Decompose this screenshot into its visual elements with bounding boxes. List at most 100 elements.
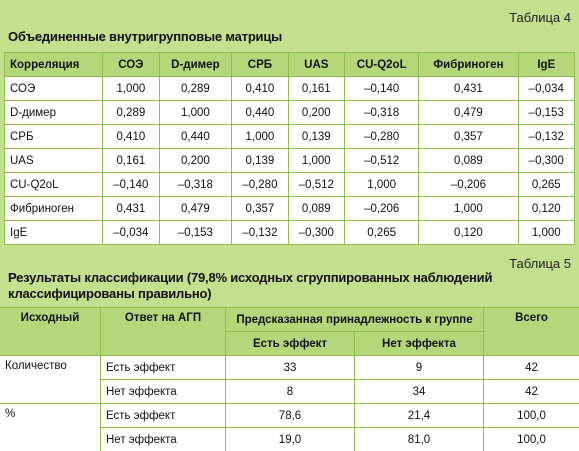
table-cell: 1,000 <box>344 172 420 197</box>
table-cell: 0,139 <box>231 148 289 173</box>
header-cell: Корреляция <box>3 52 104 77</box>
table-cell: –0,512 <box>287 172 346 197</box>
table-cell: 0,200 <box>287 100 346 125</box>
table-cell: 0,431 <box>102 196 160 221</box>
table-cell: 0,161 <box>287 76 346 101</box>
table-caption: Таблица 4 <box>509 10 571 25</box>
header-cell: СРБ <box>231 52 289 77</box>
correlation-table: Корреляция СОЭ D-димер СРБ UAS CU-Q2oL Фибрино… <box>3 52 576 245</box>
table-cell: 0,265 <box>517 172 576 197</box>
table-cell: –0,153 <box>158 220 233 245</box>
table-row: IgE –0,034 –0,153 –0,132 –0,300 0,265 0,120 1,0… <box>3 220 576 245</box>
table-cell: СОЭ <box>3 76 104 101</box>
header-row: Исходный Ответ на АГП Предсказанная принад… <box>0 307 579 356</box>
table-cell: 1,000 <box>418 196 519 221</box>
header-row: Есть эффект Нет эффекта <box>0 331 579 356</box>
table-cell: 100,0 <box>483 403 579 428</box>
table-cell: –0,300 <box>517 148 576 173</box>
table-cell: 1,000 <box>231 124 289 149</box>
table-cell: –0,318 <box>158 172 233 197</box>
table-cell: 0,265 <box>344 220 420 245</box>
header-cell: Предсказанная принадлежность к группе <box>225 307 484 332</box>
table-cell: 1,000 <box>158 100 233 125</box>
header-cell: Фибриноген <box>418 52 519 77</box>
header-cell: Ответ на АГП <box>100 307 226 356</box>
table-cell: CU-Q2oL <box>3 172 104 197</box>
table-cell: –0,140 <box>102 172 160 197</box>
table-row: UAS 0,161 0,200 0,139 1,000 –0,512 0,089 –0,300 <box>3 148 576 173</box>
table-row: Количество Есть эффект 33 9 42 <box>0 355 579 404</box>
table-cell: 0,200 <box>158 148 233 173</box>
table-cell: Есть эффект <box>100 403 226 428</box>
header-cell: Есть эффект <box>225 331 355 356</box>
table-cell: 42 <box>483 379 579 404</box>
table-row: СОЭ 1,000 0,289 0,410 0,161 –0,140 0,431 –0,034 <box>3 76 576 101</box>
table-cell: СРБ <box>3 124 104 149</box>
table-cell: 34 <box>354 379 484 404</box>
table-cell: –0,132 <box>231 220 289 245</box>
header-row: Корреляция СОЭ D-димер СРБ UAS CU-Q2oL Фибрино… <box>3 52 576 77</box>
table-cell: 0,289 <box>102 100 160 125</box>
table-cell: IgE <box>3 220 104 245</box>
table-cell: –0,034 <box>102 220 160 245</box>
header-cell: CU-Q2oL <box>344 52 420 77</box>
table-cell: 0,089 <box>287 196 346 221</box>
table-row: СРБ 0,410 0,440 1,000 0,139 –0,280 0,357 –0,132 <box>3 124 576 149</box>
table-row: CU-Q2oL –0,140 –0,318 –0,280 –0,512 1,000 –0,2… <box>3 172 576 197</box>
table-cell: Фибриноген <box>3 196 104 221</box>
table-cell: 0,089 <box>418 148 519 173</box>
table-cell: 21,4 <box>354 403 484 428</box>
table-cell: Нет эффекта <box>100 379 226 404</box>
table-cell: 81,0 <box>354 427 484 451</box>
table-cell: 0,289 <box>158 76 233 101</box>
header-cell: UAS <box>287 52 346 77</box>
table-cell: 1,000 <box>287 148 346 173</box>
table-cell: 0,431 <box>418 76 519 101</box>
table-cell: 19,0 <box>225 427 355 451</box>
header-cell: D-димер <box>158 52 233 77</box>
table-caption: Таблица 5 <box>509 256 571 271</box>
table-cell: 0,440 <box>231 100 289 125</box>
table-cell: –0,318 <box>344 100 420 125</box>
table-cell: –0,206 <box>344 196 420 221</box>
table-row: % Есть эффект 78,6 21,4 100,0 <box>0 403 579 451</box>
table-cell: –0,512 <box>344 148 420 173</box>
header-cell: Нет эффекта <box>354 331 484 356</box>
table-cell: –0,153 <box>517 100 576 125</box>
table-cell: 1,000 <box>517 220 576 245</box>
table-cell: 0,410 <box>231 76 289 101</box>
table-cell: 9 <box>354 355 484 380</box>
table-cell: 0,479 <box>158 196 233 221</box>
table-cell: –0,280 <box>231 172 289 197</box>
classification-table: Исходный Ответ на АГП Предсказанная принад… <box>0 307 579 451</box>
table-cell: –0,300 <box>287 220 346 245</box>
header-cell: Исходный <box>0 307 101 356</box>
table-cell: UAS <box>3 148 104 173</box>
table-cell: 0,357 <box>418 124 519 149</box>
table-cell: 0,410 <box>102 124 160 149</box>
table-cell: –0,280 <box>344 124 420 149</box>
table-cell: –0,132 <box>517 124 576 149</box>
table-cell: 0,120 <box>517 196 576 221</box>
table-title: Результаты классификации (79,8% исходных… <box>8 270 493 301</box>
table-cell: 0,139 <box>287 124 346 149</box>
table-cell: 33 <box>225 355 355 380</box>
table-cell: 78,6 <box>225 403 355 428</box>
table-cell: –0,206 <box>418 172 519 197</box>
table-cell: –0,140 <box>344 76 420 101</box>
table-row: Фибриноген 0,431 0,479 0,357 0,089 –0,206 1,00… <box>3 196 576 221</box>
header-cell: СОЭ <box>102 52 160 77</box>
table-cell: Нет эффекта <box>100 427 226 451</box>
table-title: Объединенные внутригрупповые матрицы <box>8 29 283 44</box>
table-cell: 0,161 <box>102 148 160 173</box>
table-row: Нет эффекта 8 34 42 <box>0 379 579 404</box>
table-cell: Есть эффект <box>100 355 226 380</box>
group-cell: Количество <box>0 355 101 404</box>
table-cell: D-димер <box>3 100 104 125</box>
table-cell: 0,120 <box>418 220 519 245</box>
table-row: D-димер 0,289 1,000 0,440 0,200 –0,318 0,479 –0… <box>3 100 576 125</box>
table-cell: 8 <box>225 379 355 404</box>
table-cell: 0,479 <box>418 100 519 125</box>
table-cell: –0,034 <box>517 76 576 101</box>
